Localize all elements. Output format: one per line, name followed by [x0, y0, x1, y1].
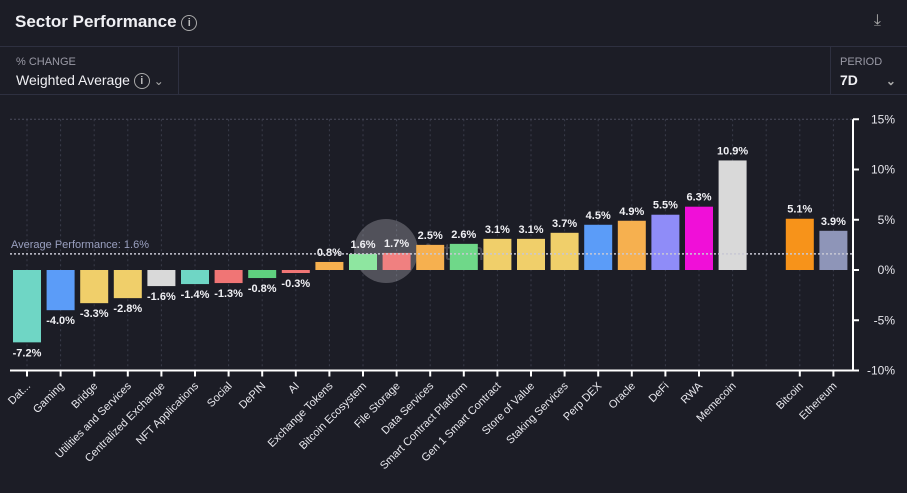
data-label: -1.3%: [214, 288, 243, 300]
x-tick-label: Social: [205, 380, 235, 410]
x-tick-label: DeFi: [647, 380, 672, 405]
change-value[interactable]: Weighted Average: [16, 72, 130, 88]
x-tick-label: Centralized Exchange: [83, 380, 168, 465]
bar-depin: [248, 270, 277, 279]
x-tick-label: RWA: [679, 380, 706, 407]
x-tick-label: Dat...: [6, 380, 33, 407]
data-label: 2.5%: [418, 230, 443, 242]
bar-staking-services: [550, 232, 579, 270]
data-label: 3.9%: [821, 216, 846, 228]
watermark: Artemis: [420, 239, 501, 266]
bar-smart-contract-platform: [449, 243, 478, 270]
bar-oracle: [617, 220, 646, 270]
x-tick-label: Bitcoin Ecosystem: [297, 380, 369, 452]
period-value[interactable]: 7D: [840, 72, 858, 88]
x-tick-label: Utilities and Services: [53, 380, 134, 461]
watermark-logo: [354, 219, 418, 283]
info-icon[interactable]: i: [133, 73, 150, 90]
bar-gen-1-smart-contract: [483, 238, 512, 270]
page-title: Sector Performance i: [15, 12, 198, 32]
x-tick-label: Bridge: [69, 380, 100, 411]
y-tick-label: -5%: [874, 313, 896, 327]
bar-memecoin: [718, 160, 747, 270]
y-tick-label: -10%: [867, 364, 895, 378]
average-label: Average Performance: 1.6%: [11, 239, 149, 251]
bar-social: [214, 270, 243, 284]
bar-defi: [651, 214, 680, 270]
bar-exchange-tokens: [315, 261, 344, 270]
data-label: -1.6%: [147, 291, 176, 303]
data-label: 2.6%: [451, 229, 476, 241]
chevron-down-icon[interactable]: ⌄: [153, 74, 164, 88]
data-label: -4.0%: [46, 315, 75, 327]
data-label: -0.3%: [281, 278, 310, 290]
x-tick-label: Memecoin: [694, 380, 738, 424]
bar-centralized-exchange: [147, 270, 176, 287]
x-tick-label: File Storage: [352, 380, 402, 430]
data-label: 1.7%: [384, 238, 409, 250]
data-label: 6.3%: [686, 192, 711, 204]
download-icon[interactable]: ⤓: [873, 12, 881, 29]
data-label: -0.8%: [248, 283, 277, 295]
x-tick-label: AI: [286, 380, 302, 396]
bar-perp-dex: [584, 224, 613, 270]
bar-file-storage: [382, 252, 411, 270]
bar-bitcoin-ecosystem: [349, 253, 377, 270]
data-label: 3.7%: [552, 218, 577, 230]
data-label: 4.5%: [586, 210, 611, 222]
y-tick-label: 0%: [878, 263, 896, 277]
x-tick-label: DePIN: [237, 380, 268, 411]
data-label: -1.4%: [181, 289, 210, 301]
bar-bitcoin: [785, 218, 814, 270]
data-label: -7.2%: [13, 347, 42, 359]
data-label: 0.8%: [317, 247, 342, 259]
x-tick-label: Data Services: [379, 380, 436, 437]
x-tick-label: Perp DEX: [561, 380, 605, 424]
data-label: -3.3%: [80, 308, 109, 320]
x-tick-label: Staking Services: [504, 380, 571, 447]
x-tick-label: Bitcoin: [774, 380, 806, 412]
bar-utilities-and-services: [113, 270, 142, 299]
y-tick-label: 10%: [871, 163, 895, 177]
y-tick-label: 15%: [871, 112, 895, 126]
data-label: 5.5%: [653, 200, 678, 212]
x-tick-label: Exchange Tokens: [266, 380, 336, 450]
data-label: 3.1%: [518, 224, 543, 236]
change-selector[interactable]: % CHANGE Weighted Average i ⌄: [0, 47, 179, 94]
x-tick-label: Store of Value: [480, 380, 537, 437]
x-tick-label: Oracle: [607, 380, 638, 411]
x-tick-label: Ethereum: [797, 380, 839, 422]
bar-data-services: [416, 244, 445, 270]
data-label: 1.6%: [350, 239, 375, 251]
bar-gaming: [46, 270, 75, 311]
data-label: -2.8%: [113, 303, 142, 315]
data-label: 4.9%: [619, 206, 644, 218]
bar-ai: [281, 270, 310, 274]
y-tick-label: 5%: [878, 213, 896, 227]
x-tick-label: Smart Contract Platform: [378, 380, 470, 472]
change-label: % CHANGE: [16, 56, 76, 68]
data-label: 10.9%: [717, 145, 748, 157]
bar-store-of-value: [517, 238, 545, 270]
bar-ethereum: [819, 230, 848, 270]
bar-bridge: [80, 270, 109, 304]
bar-rwa: [685, 206, 713, 270]
period-selector[interactable]: PERIOD 7D ⌄: [830, 47, 907, 94]
info-icon[interactable]: i: [181, 14, 198, 31]
x-tick-label: Gen 1 Smart Contract: [419, 380, 503, 464]
bar-dat-: [13, 270, 41, 343]
data-label: 5.1%: [787, 204, 812, 216]
period-label: PERIOD: [840, 56, 883, 68]
controls-bar: % CHANGE Weighted Average i ⌄ PERIOD 7D ⌄: [0, 47, 907, 95]
chevron-down-icon[interactable]: ⌄: [885, 74, 896, 88]
bar-nft-applications: [181, 270, 209, 285]
data-label: 3.1%: [485, 224, 510, 236]
header: Sector Performance i ⤓: [0, 0, 907, 47]
x-tick-label: NFT Applications: [134, 380, 201, 447]
x-tick-label: Gaming: [31, 380, 67, 416]
